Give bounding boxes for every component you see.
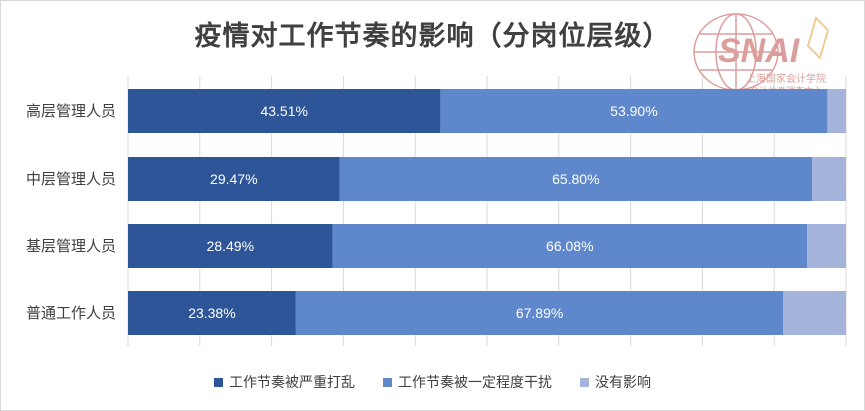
bar-segment [128,224,333,268]
data-label: 23.38% [188,305,235,321]
chart-plot: 43.51% 53.90% 29.47% 65.80% 28.49% 66.08% 23.3… [26,76,847,346]
data-label: 28.49% [207,238,254,254]
legend-label: 工作节奏被严重打乱 [229,375,355,391]
snai-watermark-logo: SNAI 上海国家会计学院 会计信息调查中心 [693,13,830,97]
category-label: 普通工作人员 [26,304,116,322]
legend-swatch [214,377,223,387]
legend-item: 工作节奏被一定程度干扰 [383,372,552,392]
bar-segment [812,157,846,201]
bar-segment [295,291,784,335]
category-label: 中层管理人员 [26,170,116,188]
data-label: 65.80% [552,171,599,187]
bar-segment [332,224,808,268]
bar-segment [827,89,846,133]
legend-label: 工作节奏被一定程度干扰 [398,375,552,391]
data-label: 29.47% [210,171,257,187]
legend: 工作节奏被严重打乱 工作节奏被一定程度干扰 没有影响 [0,372,865,392]
data-label: 67.89% [516,305,563,321]
bars: 43.51% 53.90% 29.47% 65.80% 28.49% 66.08% 23.3… [128,89,846,335]
category-label: 基层管理人员 [26,237,116,255]
data-label: 43.51% [260,103,307,119]
legend-swatch [383,377,392,387]
data-label: 53.90% [610,103,657,119]
legend-item: 工作节奏被严重打乱 [214,372,355,392]
watermark-line1: 上海国家会计学院 [746,72,826,85]
legend-item: 没有影响 [580,372,651,392]
bar-segment [783,291,846,335]
bar-segment [440,89,828,133]
bar-segment [128,89,441,133]
bar-segment [128,291,296,335]
data-label: 66.08% [546,238,593,254]
bar-segment [807,224,846,268]
bar-segment [339,157,813,201]
legend-swatch [580,377,589,387]
legend-label: 没有影响 [595,375,651,391]
watermark-logo-text: SNAI [718,32,801,70]
category-label: 高层管理人员 [26,102,116,120]
bar-segment [128,157,340,201]
chart-title: 疫情对工作节奏的影响（分岗位层级） [194,21,671,52]
